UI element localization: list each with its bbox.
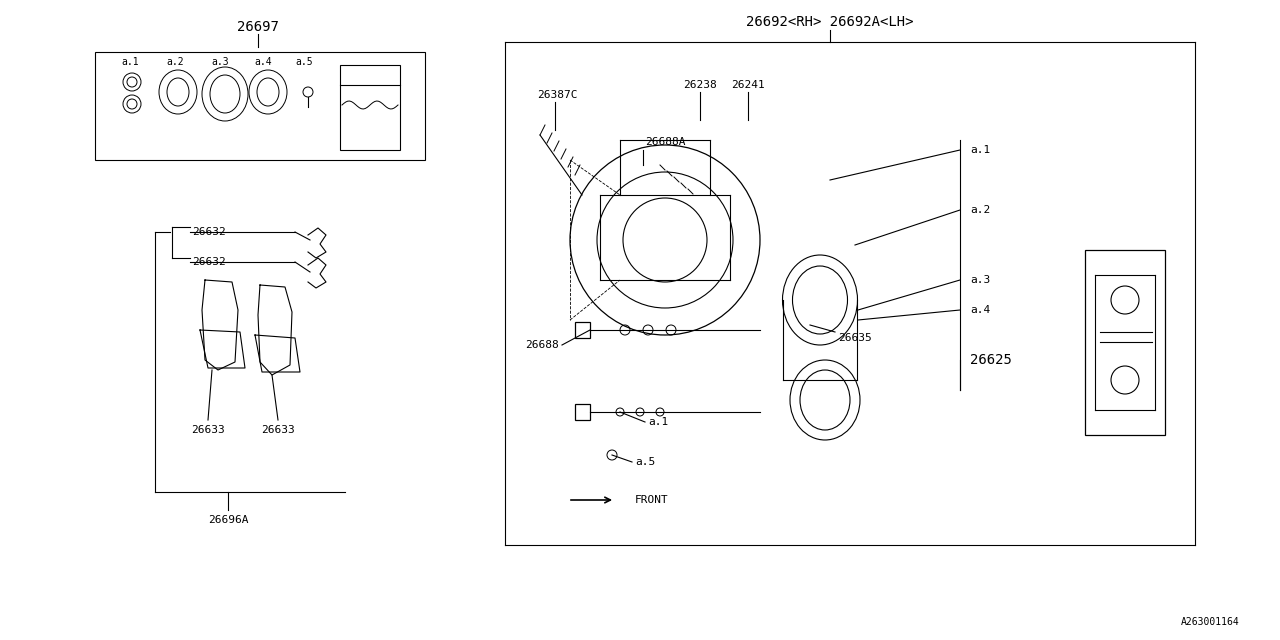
Text: 26632: 26632 (192, 257, 225, 267)
Text: a.1: a.1 (970, 145, 991, 155)
Bar (95, 52, 425, 160)
Text: 26697: 26697 (237, 20, 279, 34)
Text: a.4: a.4 (970, 305, 991, 315)
Text: 26688A: 26688A (645, 137, 686, 147)
Text: 26696A: 26696A (207, 515, 248, 525)
Text: 26633: 26633 (261, 425, 294, 435)
Text: 26692<RH> 26692A<LH>: 26692<RH> 26692A<LH> (746, 15, 914, 29)
Text: a.5: a.5 (635, 457, 655, 467)
Bar (1085, 250, 1165, 435)
Text: a.2: a.2 (970, 205, 991, 215)
Text: a.3: a.3 (970, 275, 991, 285)
Text: a.1: a.1 (648, 417, 668, 427)
Text: 26632: 26632 (192, 227, 225, 237)
Text: FRONT: FRONT (635, 495, 668, 505)
Text: 26241: 26241 (731, 80, 765, 90)
Text: a.1: a.1 (122, 57, 138, 67)
Text: a.4: a.4 (255, 57, 271, 67)
Text: A263001164: A263001164 (1181, 617, 1240, 627)
Text: 26688: 26688 (525, 340, 559, 350)
Text: a.3: a.3 (211, 57, 229, 67)
Bar (340, 65, 401, 150)
Text: a.2: a.2 (166, 57, 184, 67)
Text: 26635: 26635 (838, 333, 872, 343)
Text: 26625: 26625 (970, 353, 1012, 367)
Text: a.5: a.5 (296, 57, 312, 67)
Bar (575, 404, 590, 420)
Text: 26238: 26238 (684, 80, 717, 90)
Bar (575, 322, 590, 338)
Text: 26387C: 26387C (538, 90, 577, 100)
Text: 26633: 26633 (191, 425, 225, 435)
